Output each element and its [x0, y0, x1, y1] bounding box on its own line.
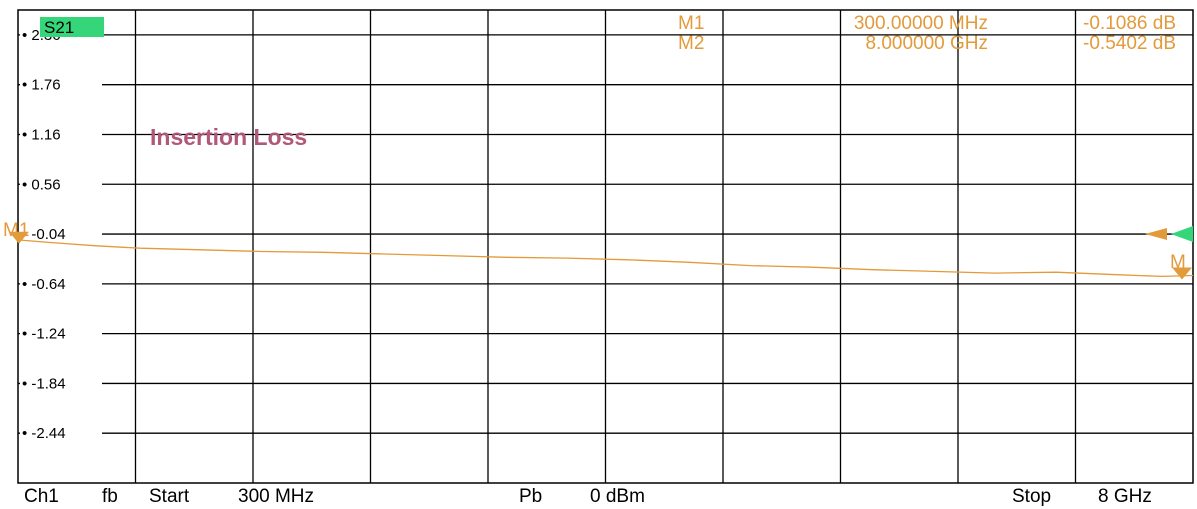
footer-power-value: 0 dBm	[590, 486, 645, 507]
marker-readout: M1 300.00000 MHz -0.1086 dB M2 8.000000 …	[678, 13, 1176, 54]
footer-power-label: Pb	[519, 486, 543, 507]
y-tick-label-background	[20, 75, 102, 94]
y-tick-label-background	[20, 225, 102, 244]
trace-series-line	[17, 239, 1194, 278]
footer-channel: Ch1	[24, 486, 59, 507]
marker-triangle-m1	[9, 231, 29, 244]
footer-stop-label: Stop	[1012, 486, 1052, 507]
y-tick-label-background	[20, 175, 102, 194]
reference-level-marker	[1171, 226, 1193, 243]
y-tick-label: • -0.64	[22, 276, 66, 293]
trace-badge-label: S21	[44, 18, 74, 37]
footer-start-value: 300 MHz	[238, 486, 315, 507]
y-tick-label: • -1.24	[22, 326, 66, 343]
marker-1-label: M1	[678, 13, 704, 34]
y-tick-label: • 1.16	[22, 126, 61, 143]
y-tick-label-background	[20, 125, 102, 144]
marker-2-response: -0.5402 dB	[1083, 33, 1176, 54]
active-marker-arrow	[1145, 228, 1167, 241]
y-tick-label-background	[20, 274, 102, 293]
insertion-loss-annotation: Insertion Loss	[150, 124, 307, 150]
y-tick-label: • 1.76	[22, 77, 61, 94]
marker-2-stimulus: 8.000000 GHz	[865, 33, 988, 54]
y-tick-labels: • 2.36• 1.76• 1.16• 0.56• -0.04• -0.64• …	[20, 25, 102, 443]
y-tick-label: • 0.56	[22, 176, 61, 193]
footer-stop-value: 8 GHz	[1098, 486, 1152, 507]
footer-mode: fb	[102, 486, 118, 507]
marker-2-label: M2	[678, 33, 704, 54]
y-tick-label-background	[20, 324, 102, 343]
y-tick-label-background	[20, 374, 102, 393]
grid-lines	[18, 10, 1193, 483]
y-tick-label: • -1.84	[22, 375, 66, 392]
y-tick-label: • -2.44	[22, 425, 66, 442]
marker-1-tag: M1	[3, 220, 29, 241]
trace-badge: S21	[40, 17, 104, 37]
y-tick-label-background	[20, 424, 102, 443]
marker-1-stimulus: 300.00000 MHz	[854, 13, 988, 34]
trace-badge-background	[40, 17, 104, 37]
y-tick-label: • -0.04	[22, 226, 66, 243]
marker-2-tag: M	[1170, 252, 1186, 273]
marker-triangle-m2	[1172, 267, 1192, 280]
marker-1-response: -0.1086 dB	[1083, 13, 1176, 34]
footer-start-label: Start	[149, 486, 190, 507]
marker-shapes	[9, 226, 1193, 280]
